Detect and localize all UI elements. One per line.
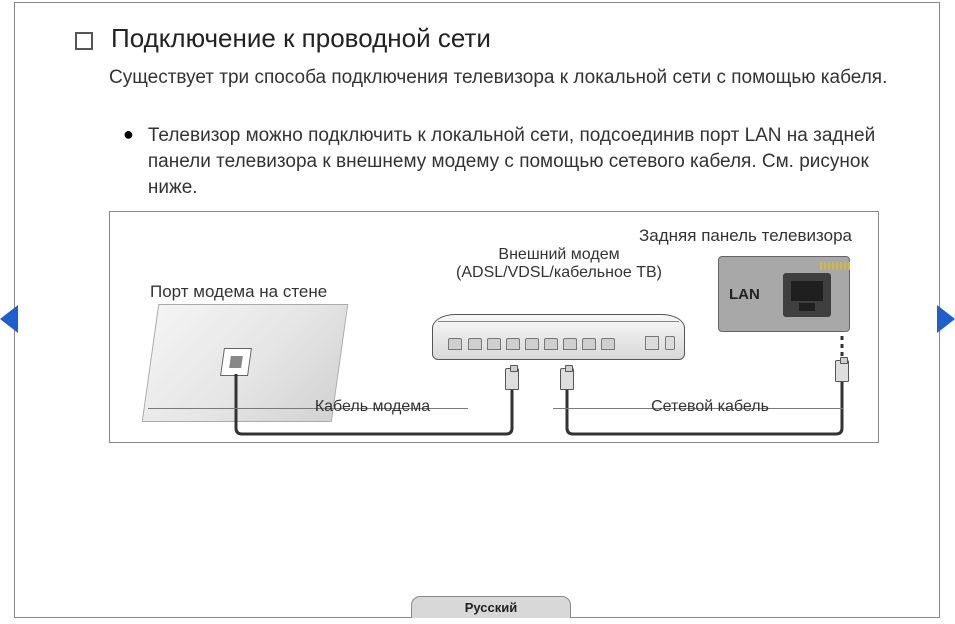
- network-cable-label: Сетевой кабель: [635, 398, 785, 416]
- rj45-plug-icon: [835, 360, 849, 382]
- modem-phone-port-icon: [448, 338, 462, 350]
- lan-jack-icon: [783, 273, 831, 317]
- external-modem-label: Внешний модем (ADSL/VDSL/кабельное ТВ): [434, 246, 684, 282]
- square-bullet-icon: [75, 32, 93, 50]
- intro-text: Существует три способа подключения телев…: [109, 65, 909, 91]
- wall-jack-icon: [220, 348, 252, 376]
- modem-label-line2: (ADSL/VDSL/кабельное ТВ): [456, 264, 662, 281]
- next-page-arrow-icon[interactable]: [937, 305, 955, 333]
- prev-page-arrow-icon[interactable]: [0, 305, 18, 333]
- language-tab[interactable]: Русский: [411, 596, 571, 618]
- title-row: Подключение к проводной сети: [75, 23, 491, 54]
- modem-cable-label: Кабель модема: [290, 398, 455, 416]
- rj45-plug-icon: [560, 368, 574, 390]
- modem-aux-port-icon: [645, 336, 659, 350]
- tv-back-panel-label: Задняя панель телевизора: [639, 226, 852, 246]
- modem-label-line1: Внешний модем: [498, 246, 619, 263]
- sub-paragraph: ● Телевизор можно подключить к локальной…: [123, 123, 913, 202]
- wall-port-label: Порт модема на стене: [150, 282, 327, 302]
- lan-port-label: LAN: [729, 286, 760, 303]
- round-bullet-icon: ●: [123, 123, 134, 202]
- modem-power-port-icon: [665, 336, 675, 350]
- page-frame: Подключение к проводной сети Существует …: [14, 2, 940, 618]
- lan-pins-icon: [820, 262, 850, 270]
- modem-lan-ports-icon: [468, 338, 615, 350]
- page-title: Подключение к проводной сети: [111, 23, 491, 54]
- sub-text: Телевизор можно подключить к локальной с…: [148, 123, 913, 202]
- connection-diagram: Задняя панель телевизора Внешний модем (…: [109, 211, 879, 443]
- rj45-plug-icon: [505, 368, 519, 390]
